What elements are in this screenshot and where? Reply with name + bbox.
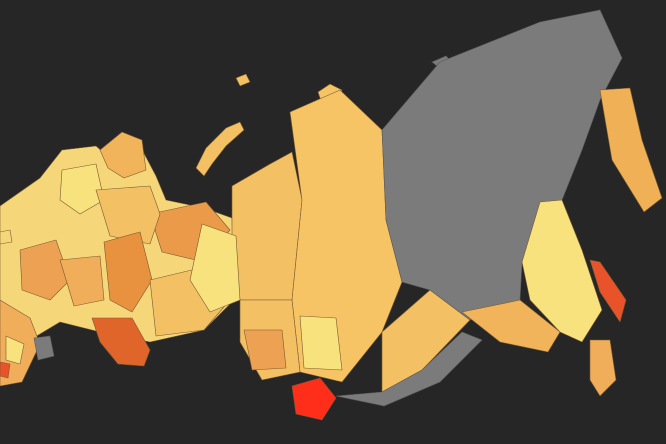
region: [91, 317, 151, 367]
region: [99, 131, 147, 179]
island: [235, 73, 251, 87]
island: [195, 121, 245, 177]
region: [19, 239, 71, 301]
region: [243, 329, 287, 371]
region: [59, 255, 105, 307]
region: [0, 361, 11, 379]
region: [189, 223, 241, 313]
region: [291, 377, 337, 421]
region: [589, 259, 627, 323]
region: [59, 163, 105, 215]
region: [33, 335, 55, 361]
region: [461, 299, 561, 353]
region: [0, 229, 13, 245]
region: [521, 199, 603, 343]
region: [103, 231, 153, 313]
region: [335, 331, 483, 407]
region: [95, 185, 161, 245]
region: [299, 315, 343, 371]
region: [589, 339, 617, 397]
region: [599, 87, 663, 213]
region: [381, 289, 471, 393]
region: [5, 335, 25, 365]
